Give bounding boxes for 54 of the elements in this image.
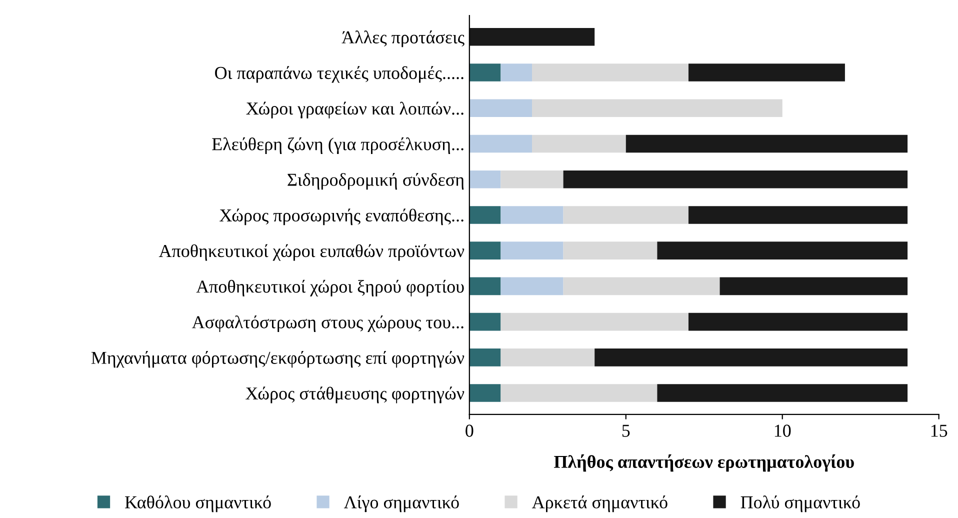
bar — [563, 170, 908, 188]
legend-label: Καθόλου σημαντικό — [125, 496, 271, 512]
bar — [469, 99, 532, 118]
y-tick-label: Χώροι γραφείων και λοιπών... — [246, 102, 464, 118]
legend-label: Λίγο σημαντικό — [344, 496, 459, 512]
x-tick-label: 0 — [466, 424, 474, 437]
y-tick-label: Αποθηκευτικοί χώροι ξηρού φορτίου — [196, 280, 464, 296]
y-tick-label: Σιδηροδρομική σύνδεση — [288, 172, 464, 190]
bar — [469, 170, 501, 188]
bar — [469, 206, 501, 224]
y-tick-label: Χώρος στάθμευσης φορτηγών — [246, 386, 464, 404]
y-tick-label: Αποθηκευτικοί χώροι ευπαθών προϊόντων — [158, 244, 464, 261]
x-axis-title: Πλήθος απαντήσεων ερωτηματολογίου — [554, 454, 854, 472]
bar — [500, 384, 658, 402]
y-tick-label: Οι παραπάνω τεχικές υποδομές..... — [215, 66, 464, 83]
bar — [469, 277, 501, 296]
legend-label: Πολύ σημαντικό — [740, 496, 860, 512]
x-tick-label: 5 — [622, 424, 630, 437]
bar — [469, 64, 501, 82]
bar — [720, 277, 908, 296]
bar — [532, 134, 626, 153]
y-tick-label: Ασφαλτόστρωση στους χώρους του... — [192, 315, 464, 332]
bar — [469, 28, 595, 46]
bar — [563, 277, 720, 296]
bar — [469, 134, 532, 153]
bar — [563, 242, 658, 260]
bar — [500, 277, 564, 296]
y-tick-label: Χώρος προσωρινής εναπόθεσης... — [220, 208, 464, 226]
bar — [532, 99, 782, 118]
bar — [626, 134, 908, 153]
bar — [657, 384, 908, 402]
y-tick-label: Μηχανήματα φόρτωσης/εκφόρτωσης επί φορτηγών — [91, 351, 464, 368]
bar — [688, 206, 908, 224]
bar — [469, 312, 501, 331]
bar — [688, 64, 845, 82]
bar — [469, 242, 501, 260]
bar — [500, 170, 564, 188]
bar — [500, 242, 564, 260]
x-tick-label: 10 — [774, 424, 791, 437]
bar — [469, 384, 501, 402]
y-tick-label: Ελεύθερη ζώνη (για προσέλκυση... — [212, 137, 464, 154]
bar — [500, 206, 564, 224]
bar — [688, 312, 908, 331]
y-tick-label: Άλλες προτάσεις — [342, 30, 464, 48]
bar — [469, 348, 501, 366]
legend-label: Αρκετά σημαντικό — [532, 496, 668, 512]
bar — [563, 206, 688, 224]
bar — [500, 64, 532, 82]
x-tick-label: 15 — [931, 424, 948, 437]
bar — [500, 312, 688, 331]
bar — [532, 64, 688, 82]
bar — [594, 348, 908, 366]
bar — [657, 242, 908, 260]
bar — [500, 348, 595, 366]
